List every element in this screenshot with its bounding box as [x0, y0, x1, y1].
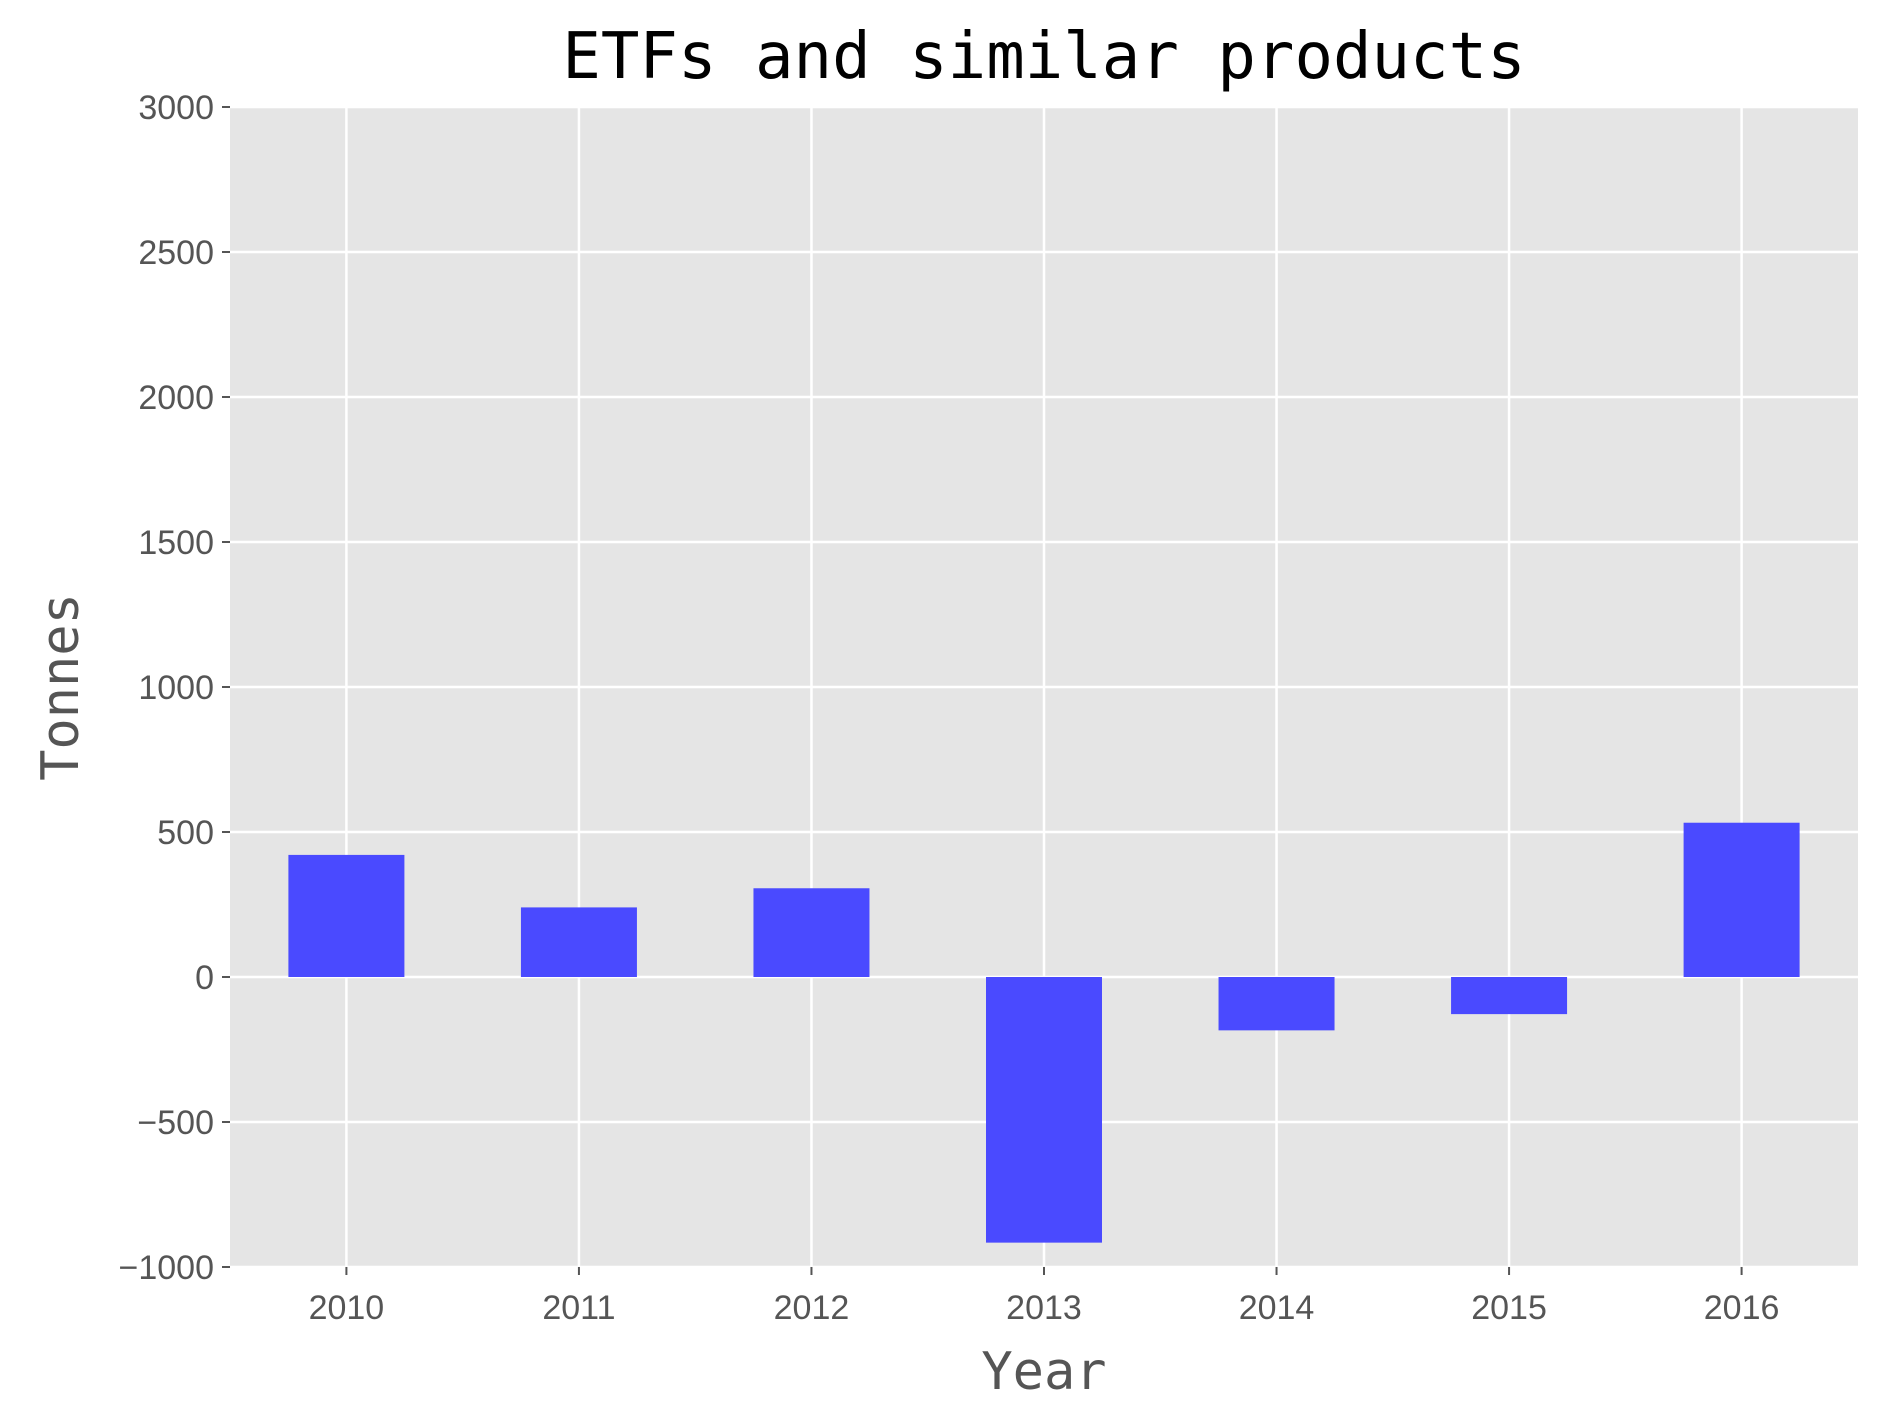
y-tick-label: 500: [157, 814, 214, 852]
y-tick-label: 3000: [138, 89, 214, 127]
bar-2010: [288, 854, 405, 977]
x-tick-label: 2011: [542, 1289, 615, 1327]
x-tick-label: 2014: [1239, 1289, 1315, 1327]
y-tick-label: 2000: [138, 379, 214, 417]
y-axis: 3000 2500 2000 1500 1000 500 0 −500 −1000: [119, 89, 230, 1287]
chart-title: ETFs and similar products: [562, 20, 1525, 94]
bar-2013: [986, 977, 1102, 1243]
y-tick-label: −1000: [119, 1249, 215, 1287]
y-tick-label: 1000: [138, 669, 214, 707]
bar-2011: [520, 907, 637, 977]
bar-2016: [1683, 822, 1800, 977]
bar-2012: [753, 888, 870, 977]
x-tick-label: 2013: [1006, 1289, 1082, 1327]
y-tick-label: 1500: [138, 524, 214, 562]
grid-lines: [230, 105, 1858, 1269]
x-axis-label: Year: [981, 1342, 1106, 1402]
bars: [288, 822, 1800, 1243]
x-axis: 2010 2011 2012 2013 2014 2015 2016: [309, 1267, 1780, 1327]
x-tick-label: 2016: [1704, 1289, 1780, 1327]
y-tick-label: 0: [195, 959, 214, 997]
x-tick-label: 2012: [774, 1289, 850, 1327]
bar-2015: [1451, 977, 1568, 1015]
y-tick-label: −500: [137, 1104, 214, 1142]
x-tick-label: 2015: [1471, 1289, 1547, 1327]
y-tick-label: 2500: [138, 234, 214, 272]
y-axis-label: Tonnes: [31, 593, 91, 781]
x-tick-label: 2010: [309, 1289, 385, 1327]
bar-2014: [1218, 977, 1335, 1031]
